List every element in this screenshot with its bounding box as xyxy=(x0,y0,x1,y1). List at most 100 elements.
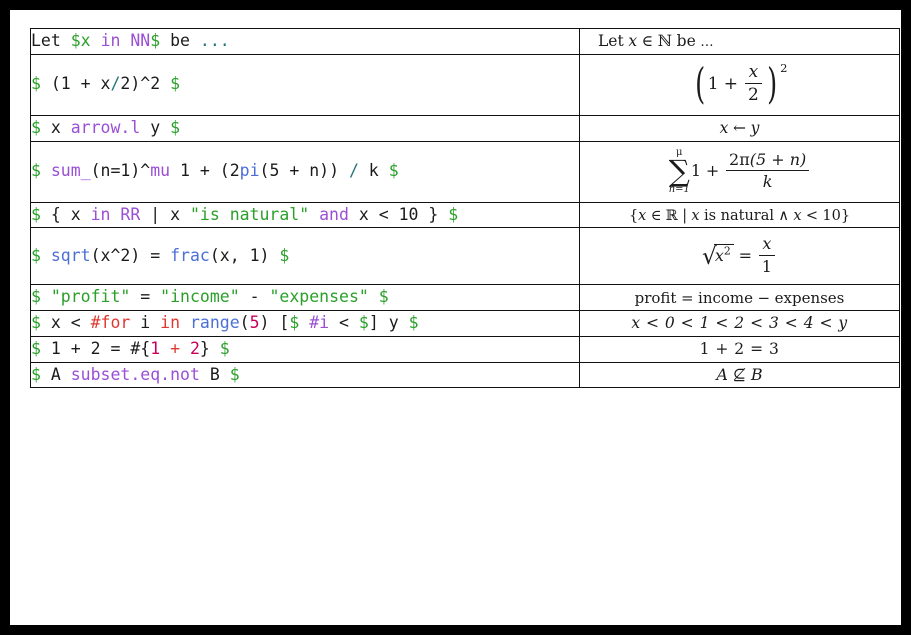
code-cell-3[interactable]: $ x arrow.l y $ xyxy=(30,114,580,142)
sum-lower-limit: n=1 xyxy=(668,184,690,196)
code-token: A xyxy=(40,364,71,384)
code-token: / xyxy=(348,161,359,181)
radical-sign-icon: √ xyxy=(702,242,717,270)
code-token: $ xyxy=(31,117,41,137)
fraction-denominator: k xyxy=(762,172,773,192)
math-op-equals: = xyxy=(680,288,694,307)
table-row: $ sum_(n=1)^mu 1 + (2pi(5 + n)) / k $ μ ∑… xyxy=(30,140,900,203)
math-brace-left: { xyxy=(628,207,639,224)
table-row: $ x arrow.l y $ x ← y xyxy=(30,114,900,142)
code-cell-5[interactable]: $ { x in RR | x "is natural" and x < 10 … xyxy=(30,201,580,229)
math-var: x xyxy=(638,207,647,224)
math-var: x xyxy=(719,119,729,138)
math-expression: 1 + 2 = 3 xyxy=(699,340,780,359)
math-op-plus: + xyxy=(723,74,738,95)
math-var: B xyxy=(750,365,763,385)
table-row: $ x < #for i in range(5) [$ #i < $] y $ … xyxy=(30,310,900,337)
math-expression: A ⊈ B xyxy=(716,365,762,384)
code-token: $ xyxy=(150,31,161,50)
math-var: x xyxy=(691,207,700,224)
code-token: "is natural" xyxy=(189,204,310,224)
code-token: $ xyxy=(388,161,399,181)
code-token: x xyxy=(40,117,71,137)
math-var: A xyxy=(716,365,728,385)
math-set-reals: ℝ xyxy=(665,207,678,224)
math-op-leftarrow: ← xyxy=(732,119,746,138)
sum-upper-limit: μ xyxy=(676,146,683,158)
render-cell-7: profit = income − expenses xyxy=(579,284,900,311)
code-token: $x xyxy=(70,31,91,50)
code-cell-10[interactable]: $ A subset.eq.not B $ xyxy=(30,361,580,389)
math-expression: (1 + x 2) 2 xyxy=(692,62,788,106)
fraction-numerator: x xyxy=(745,62,762,85)
math-expression: x ← y xyxy=(720,119,760,137)
math-exponent: 2 xyxy=(780,60,788,75)
code-token: $ xyxy=(219,338,230,358)
math-set-naturals: ℕ xyxy=(657,32,673,51)
table-row: $ sqrt(x^2) = frac(x, 1) $ √x2 = x 1 xyxy=(30,227,900,286)
code-token xyxy=(369,287,379,306)
fraction-numerator: 2π(5 + n) xyxy=(726,150,810,172)
code-cell-1[interactable]: Let $x in NN$ be ... xyxy=(30,28,580,55)
code-token: $ xyxy=(31,287,41,307)
code-token: y xyxy=(140,117,171,137)
math-var: x xyxy=(793,207,802,224)
code-cell-2[interactable]: $ (1 + x/2)^2 $ xyxy=(30,53,580,116)
code-token: in RR xyxy=(90,204,141,224)
code-token xyxy=(160,339,170,358)
math-number: 1 xyxy=(707,74,719,95)
code-token: i xyxy=(130,313,161,332)
math-text: be xyxy=(676,32,696,51)
math-paren-right: ) xyxy=(766,58,778,108)
math-fraction: 2π(5 + n) k xyxy=(726,150,810,192)
render-cell-9: 1 + 2 = 3 xyxy=(579,335,900,363)
code-token: #for xyxy=(90,313,131,332)
code-token: "profit" xyxy=(50,287,131,307)
code-cell-9[interactable]: $ 1 + 2 = #{1 + 2} $ xyxy=(30,335,580,363)
code-token: Let xyxy=(31,31,71,50)
code-token xyxy=(180,313,190,332)
math-var: y xyxy=(750,119,760,138)
code-token: 1 xyxy=(150,338,161,358)
math-text: is natural xyxy=(703,207,775,224)
render-cell-4: μ ∑ n=1 1 +2π(5 + n) k xyxy=(579,140,900,203)
code-token: mu xyxy=(150,161,171,181)
math-expression: profit = income − expenses xyxy=(635,289,845,307)
code-token: $ xyxy=(170,74,181,94)
code-token xyxy=(309,205,319,224)
code-token: $ xyxy=(31,161,41,181)
code-token: (1 + x xyxy=(40,74,111,94)
math-op-elementof: ∈ xyxy=(641,32,654,51)
math-number: 1 xyxy=(690,161,702,180)
code-token: ( xyxy=(239,313,250,332)
math-squareroot: √x2 xyxy=(702,243,734,270)
code-token: (5 + n)) xyxy=(259,161,349,181)
math-text: Let xyxy=(598,32,624,51)
math-number: 10 xyxy=(822,207,841,224)
math-op-equals: = xyxy=(738,245,752,265)
table-row: $ A subset.eq.not B $ A ⊈ B xyxy=(30,361,900,389)
code-cell-8[interactable]: $ x < #for i in range(5) [$ #i < $] y $ xyxy=(30,310,580,337)
code-token: $ xyxy=(358,313,369,332)
code-cell-6[interactable]: $ sqrt(x^2) = frac(x, 1) $ xyxy=(30,227,580,286)
math-op-plus: + xyxy=(705,161,720,180)
code-token xyxy=(180,339,190,358)
code-token: ... xyxy=(199,31,230,50)
math-expression: μ ∑ n=1 1 +2π(5 + n) k xyxy=(668,148,812,195)
radical-body: x2 xyxy=(713,243,734,265)
code-token: (n=1)^ xyxy=(90,161,151,181)
code-cell-4[interactable]: $ sum_(n=1)^mu 1 + (2pi(5 + n)) / k $ xyxy=(30,140,580,203)
math-ellipsis: … xyxy=(700,35,714,51)
code-token: and xyxy=(319,204,349,224)
code-cell-7[interactable]: $ "profit" = "income" - "expenses" $ xyxy=(30,284,580,311)
code-token: x < 10 } xyxy=(348,204,449,224)
code-token: $ xyxy=(229,364,240,384)
code-token xyxy=(41,287,51,306)
code-token xyxy=(91,31,101,50)
math-paren-left: ( xyxy=(694,58,705,108)
code-token: #i xyxy=(309,313,330,332)
